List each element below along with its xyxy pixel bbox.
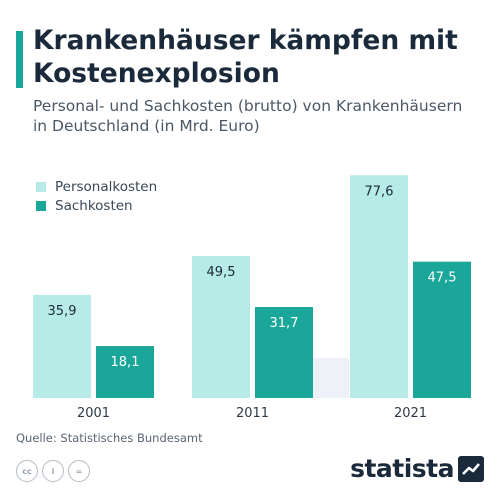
legend-swatch-sachkosten [36, 201, 46, 211]
legend-item-sachkosten: Sachkosten [36, 197, 133, 215]
source-note: Quelle: Statistisches Bundesamt [16, 431, 203, 445]
data-label-personalkosten-2011: 49,5 [207, 265, 236, 280]
nd-icon[interactable]: = [68, 460, 90, 482]
title-accent-bar [16, 31, 23, 88]
statista-logo-icon [458, 455, 484, 482]
statista-logo[interactable]: statista [350, 454, 484, 483]
data-label-sachkosten-2011: 31,7 [270, 316, 299, 331]
bar-sachkosten-2021 [413, 261, 471, 398]
legend-label-personalkosten: Personalkosten [55, 179, 158, 195]
x-tick-label-2021: 2021 [394, 406, 427, 421]
bar-personalkosten-2021 [350, 175, 408, 398]
legend-item-personalkosten: Personalkosten [36, 178, 157, 196]
cc-icon[interactable]: cc [16, 460, 38, 482]
chart-title: Krankenhäuser kämpfen mit Kostenexplosio… [33, 25, 458, 89]
legend: Personalkosten Sachkosten [0, 166, 183, 228]
bar-shadow [312, 358, 349, 398]
chart-subtitle: Personal- und Sachkosten (brutto) von Kr… [33, 97, 463, 135]
x-tick-label-2001: 2001 [77, 406, 110, 421]
data-label-personalkosten-2001: 35,9 [48, 304, 77, 319]
by-icon[interactable]: i [42, 460, 64, 482]
data-label-sachkosten-2001: 18,1 [111, 355, 140, 370]
license-icons: cc i = [16, 460, 90, 482]
x-tick-label-2011: 2011 [236, 406, 269, 421]
bar-sachkosten-2011 [255, 307, 313, 398]
data-label-personalkosten-2021: 77,6 [365, 184, 394, 199]
legend-label-sachkosten: Sachkosten [55, 198, 133, 214]
legend-swatch-personalkosten [36, 182, 46, 192]
brand-name: statista [350, 454, 454, 483]
data-label-sachkosten-2021: 47,5 [428, 271, 457, 286]
bar-personalkosten-2011 [192, 255, 250, 398]
bar-sachkosten-2001 [96, 346, 154, 398]
bar-personalkosten-2001 [33, 294, 91, 398]
